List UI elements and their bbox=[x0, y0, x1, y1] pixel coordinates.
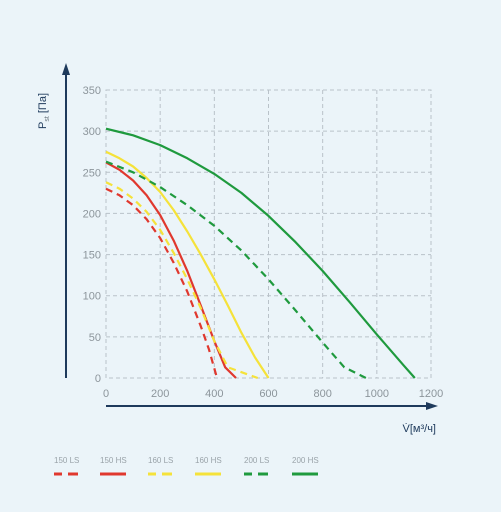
legend: 150 LS 150 HS 160 LS 160 HS 200 LS 200 HS bbox=[54, 456, 319, 476]
axis-labels: Pst[Па] V̇[м³/ч] bbox=[37, 93, 436, 435]
y-tick-label: 300 bbox=[83, 126, 101, 138]
y-tick-label: 200 bbox=[83, 208, 101, 220]
legend-label: 160 LS bbox=[148, 456, 173, 465]
x-tick-label: 200 bbox=[151, 388, 169, 400]
x-axis-arrow-icon bbox=[426, 402, 438, 410]
x-tick-label: 600 bbox=[259, 388, 277, 400]
legend-label: 160 HS bbox=[195, 456, 222, 465]
y-tick-label: 150 bbox=[83, 250, 101, 262]
grid bbox=[105, 89, 432, 379]
series-line-200-hs bbox=[105, 127, 416, 379]
y-tick-label: 50 bbox=[89, 332, 101, 344]
series-line-160-hs bbox=[105, 150, 270, 379]
x-tick-label: 800 bbox=[313, 388, 331, 400]
y-tick-label: 0 bbox=[95, 373, 101, 385]
y-tick-label: 100 bbox=[83, 291, 101, 303]
x-axis-label: V̇[м³/ч] bbox=[403, 422, 436, 435]
legend-label: 200 HS bbox=[292, 456, 319, 465]
y-axis-label: Pst[Па] bbox=[37, 93, 51, 129]
legend-label: 150 HS bbox=[100, 456, 127, 465]
series-lines bbox=[105, 127, 416, 380]
x-tick-label: 1000 bbox=[365, 388, 389, 400]
x-tick-label: 400 bbox=[205, 388, 223, 400]
x-tick-label: 1200 bbox=[419, 388, 443, 400]
axes bbox=[62, 63, 438, 410]
tick-labels: 0 50 100 150 200 250 300 350 0 200 400 600 800 1000 12… bbox=[83, 85, 444, 400]
y-tick-label: 250 bbox=[83, 167, 101, 179]
series-line-200-ls bbox=[105, 160, 367, 379]
y-axis-arrow-icon bbox=[62, 63, 70, 75]
series-line-150-ls bbox=[105, 187, 219, 379]
series-line-160-ls bbox=[105, 181, 259, 380]
y-tick-label: 350 bbox=[83, 85, 101, 97]
legend-label: 200 LS bbox=[244, 456, 269, 465]
x-tick-label: 0 bbox=[103, 388, 109, 400]
legend-label: 150 LS bbox=[54, 456, 79, 465]
